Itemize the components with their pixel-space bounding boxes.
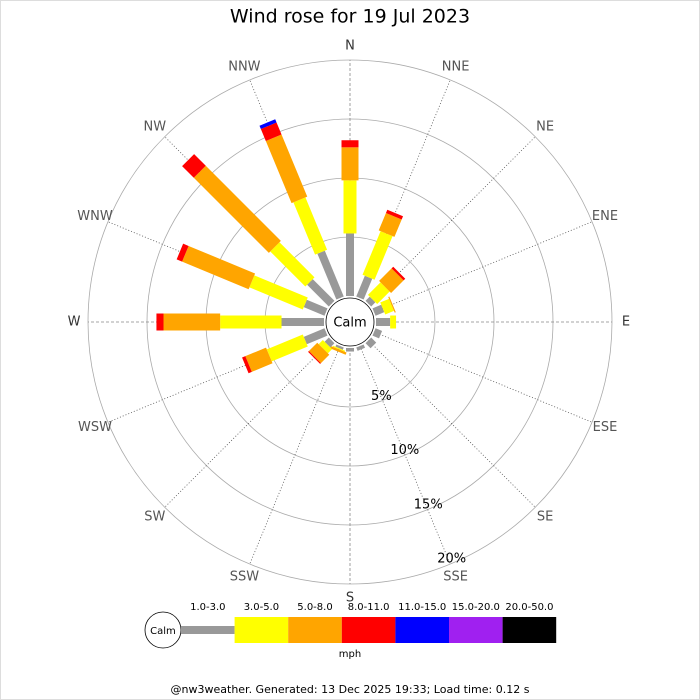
bar-segment [281, 318, 325, 326]
bar-segment [308, 351, 321, 364]
direction-label: E [622, 315, 630, 330]
bar-segment [356, 275, 373, 300]
bar-segment [324, 337, 335, 348]
direction-label: ESE [593, 420, 618, 435]
bar-segment [260, 122, 282, 141]
bar-segment [346, 233, 354, 296]
direction-label: S [346, 591, 354, 606]
bar-segment [163, 313, 221, 331]
r-tick-label: 5% [371, 389, 392, 404]
direction-label: ENE [592, 209, 618, 224]
legend-label: 1.0-3.0 [190, 602, 225, 613]
direction-line [373, 221, 593, 313]
direction-label: N [345, 39, 355, 54]
direction-line [249, 345, 341, 565]
bar-segment [372, 328, 383, 339]
legend-label: 15.0-20.0 [452, 602, 500, 613]
r-tick-label: 20% [437, 551, 466, 566]
legend-swatch [502, 617, 557, 643]
legend-label: 20.0-50.0 [505, 602, 553, 613]
bar-segment [307, 279, 335, 307]
bar-segment [182, 245, 256, 290]
bar-segment [380, 298, 394, 315]
bar-segment [372, 304, 385, 316]
legend-swatch [181, 626, 235, 634]
bar-segment [356, 344, 365, 351]
direction-line [359, 345, 451, 565]
bar-segment [308, 342, 330, 364]
bar-segment [391, 266, 406, 281]
legend-swatch [288, 617, 342, 643]
bar-segment [182, 154, 206, 178]
bar-segment [365, 337, 377, 349]
bar-segment [332, 345, 346, 352]
direction-label: SSW [230, 569, 260, 584]
bar-segment [367, 282, 390, 305]
bar-segment [390, 315, 397, 329]
direction-label: NNE [442, 60, 470, 75]
bar-segment [265, 134, 308, 204]
legend-swatch [341, 617, 396, 643]
bar-segment [303, 299, 328, 316]
legend-label: 11.0-15.0 [398, 602, 446, 613]
legend-label: 5.0-8.0 [297, 602, 332, 613]
legend-calm-label: Calm [150, 626, 176, 637]
bar-segment [343, 180, 357, 234]
direction-line [368, 340, 536, 508]
direction-label: NNW [228, 60, 260, 75]
bar-segment [259, 119, 277, 129]
bar-segment [317, 250, 344, 300]
calm-circle [325, 297, 375, 347]
bar-segment [193, 165, 281, 253]
bar-segment [341, 140, 359, 148]
bar-segment [365, 296, 376, 307]
legend-swatch [395, 617, 449, 643]
bar-segment [379, 268, 404, 293]
bar-segment [341, 147, 359, 181]
bar-segment [335, 344, 344, 350]
bar-segment [249, 275, 308, 310]
bar-segment [346, 348, 354, 352]
direction-label: NW [144, 119, 167, 134]
bar-segment [156, 313, 164, 331]
bar-segment [388, 296, 396, 313]
legend-label: 3.0-5.0 [244, 602, 279, 613]
direction-label: NE [536, 119, 554, 134]
direction-label: SW [144, 510, 165, 525]
bar-segment [303, 328, 328, 345]
r-tick-label: 10% [390, 443, 419, 458]
bar-segment [318, 339, 333, 354]
direction-label: WSW [78, 420, 112, 435]
bar-segment [270, 242, 315, 287]
legend-unit: mph [339, 649, 361, 660]
direction-line [373, 331, 593, 423]
direction-label: SSE [443, 569, 468, 584]
legend-swatch [449, 617, 503, 643]
legend-swatch [234, 617, 289, 643]
bar-segment [266, 334, 308, 362]
chart-title: Wind rose for 19 Jul 2023 [230, 6, 470, 28]
bar-segment [378, 212, 402, 237]
bar-segment [376, 318, 391, 326]
bar-segment [220, 315, 282, 329]
bar-segment [385, 209, 404, 220]
direction-line [164, 340, 332, 508]
bar-segment [293, 197, 328, 255]
direction-label: W [68, 315, 81, 330]
direction-label: SE [537, 510, 553, 525]
bar-segment [245, 347, 273, 372]
legend-label: 8.0-11.0 [348, 602, 390, 613]
direction-label: WNW [77, 209, 113, 224]
bar-segment [362, 231, 393, 280]
calm-label: Calm [333, 316, 366, 331]
bar-segment [329, 346, 347, 355]
footer: @nw3weather. Generated: 13 Dec 2025 19:3… [171, 683, 530, 696]
bar-segment [176, 243, 189, 262]
bar-segment [242, 356, 252, 374]
r-tick-label: 15% [414, 497, 443, 512]
